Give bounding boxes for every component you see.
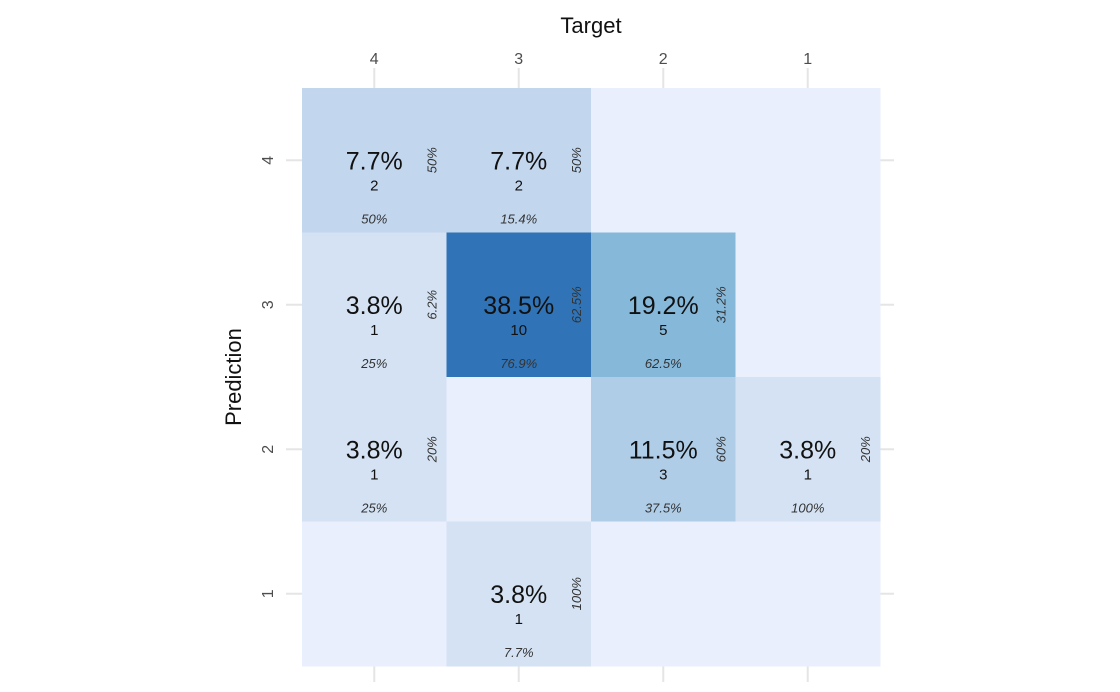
cell-count: 2 [515,177,523,194]
x-tick-label: 3 [514,51,523,68]
heatmap-cell: 3.8% 1 25% 20% [302,377,447,522]
cell-tile [446,88,592,233]
heatmap-cell: 7.7% 2 50% 50% [302,88,447,233]
cell-tile [735,88,881,233]
cell-tile [735,232,881,378]
cell-row-percentage: 100% [569,577,584,610]
axis-ticks: 4 3 2 1 4 3 2 1 [260,51,812,598]
heatmap-cell [302,521,447,667]
y-tick-label: 2 [260,445,277,454]
cell-percentage: 3.8% [490,581,547,609]
cell-count: 3 [659,466,667,483]
cell-percentage: 7.7% [346,147,403,175]
heatmap-cell [591,521,736,667]
heatmap-cell [735,88,881,233]
cell-column-percentage: 50% [361,212,387,227]
cell-tile [591,88,736,233]
cell-tile [591,521,736,667]
heatmap-cells: 7.7% 2 50% 50% 7.7% 2 15.4% 50% 3.8% 1 25% 6.2% 38.5… [302,88,881,667]
cell-count: 10 [510,322,527,339]
cell-tile [446,232,592,378]
heatmap-cell: 19.2% 5 62.5% 31.2% [591,232,736,378]
cell-percentage: 3.8% [779,436,836,464]
cell-tile [735,377,881,522]
heatmap-cell: 11.5% 3 37.5% 60% [591,377,736,522]
cell-row-percentage: 20% [858,436,873,463]
cell-column-percentage: 25% [360,356,387,371]
cell-column-percentage: 62.5% [645,356,682,371]
cell-count: 1 [515,611,523,628]
heatmap-cell: 3.8% 1 25% 6.2% [302,232,447,378]
cell-tile [591,377,736,522]
y-tick-label: 3 [260,300,277,309]
y-tick-label: 1 [260,589,277,598]
cell-count: 5 [659,322,667,339]
cell-count: 2 [370,177,378,194]
cell-percentage: 11.5% [629,436,698,464]
heatmap-cell [735,232,881,378]
heatmap-cell [735,521,881,667]
cell-row-percentage: 60% [714,436,729,462]
cell-count: 1 [370,322,378,339]
cell-tile [446,377,592,522]
cell-row-percentage: 31.2% [714,286,729,323]
x-axis-title: Target [560,13,621,38]
heatmap-cell: 3.8% 1 7.7% 100% [446,521,592,667]
cell-count: 1 [370,466,378,483]
cell-column-percentage: 37.5% [645,501,682,516]
cell-percentage: 19.2% [628,292,699,320]
cell-tile [735,521,881,667]
cell-column-percentage: 15.4% [500,212,537,227]
y-axis-title: Prediction [221,328,246,426]
cell-column-percentage: 25% [360,501,387,516]
y-tick-label: 4 [260,156,277,165]
cell-column-percentage: 7.7% [504,645,534,660]
heatmap-cell [446,377,592,522]
cell-percentage: 3.8% [346,292,403,320]
cell-column-percentage: 100% [791,501,824,516]
heatmap-cell: 38.5% 10 76.9% 62.5% [446,232,592,378]
cell-tile [302,88,447,233]
cell-column-percentage: 76.9% [500,356,537,371]
cell-tile [591,232,736,378]
cell-count: 1 [804,466,812,483]
heatmap-cell: 3.8% 1 100% 20% [735,377,881,522]
heatmap-cell: 7.7% 2 15.4% 50% [446,88,592,233]
cell-row-percentage: 50% [569,147,584,173]
heatmap-cell [591,88,736,233]
cell-row-percentage: 6.2% [425,290,440,320]
cell-percentage: 7.7% [490,147,547,175]
x-tick-label: 2 [659,51,668,68]
cell-percentage: 3.8% [346,436,403,464]
x-tick-label: 1 [803,51,812,68]
cell-row-percentage: 20% [425,436,440,463]
cell-row-percentage: 50% [425,147,440,173]
cell-row-percentage: 62.5% [569,286,584,323]
cell-tile [302,232,447,378]
cell-tile [302,521,447,667]
x-tick-label: 4 [370,51,379,68]
cell-tile [302,377,447,522]
cell-tile [446,521,592,667]
cell-percentage: 38.5% [483,292,554,320]
